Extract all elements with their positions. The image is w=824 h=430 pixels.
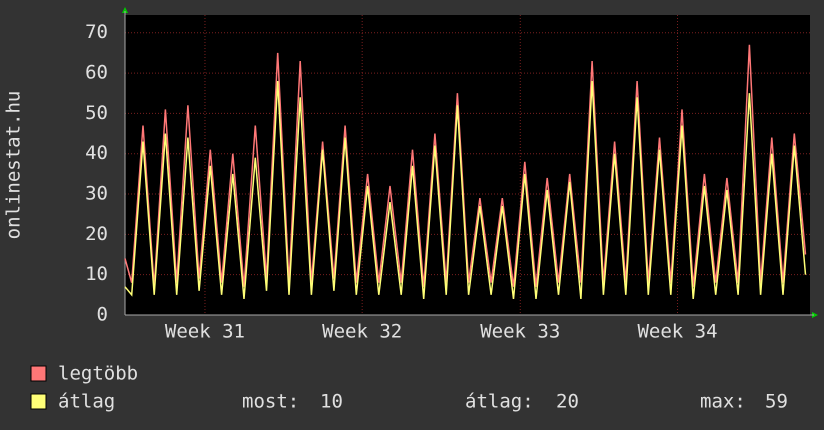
y-tick-label: 70 — [85, 21, 108, 43]
stat-label: átlag: — [465, 391, 534, 413]
legend-swatch — [30, 365, 47, 382]
y-tick-label: 0 — [97, 304, 108, 326]
y-tick-label: 50 — [85, 102, 108, 124]
x-tick-label: Week 32 — [322, 321, 402, 343]
axis-arrow — [812, 312, 818, 318]
stat-value: 20 — [556, 391, 579, 413]
legend-swatch — [30, 393, 47, 410]
stat-value: 59 — [765, 391, 788, 413]
x-tick-label: Week 31 — [165, 321, 245, 343]
axis-arrow — [122, 7, 128, 13]
y-axis-label: onlinestat.hu — [3, 91, 25, 240]
legend-label: legtöbb — [58, 363, 138, 385]
x-tick-label: Week 34 — [637, 321, 717, 343]
y-tick-label: 10 — [85, 263, 108, 285]
stat-value: 10 — [320, 391, 343, 413]
stat-label: most: — [242, 391, 299, 413]
x-tick-label: Week 33 — [480, 321, 560, 343]
y-tick-label: 40 — [85, 142, 108, 164]
stat-label: max: — [700, 391, 746, 413]
y-tick-label: 60 — [85, 62, 108, 84]
legend: legtöbb átlag most: 10 átlag: 20 max: 59 — [30, 363, 788, 413]
y-tick-label: 30 — [85, 183, 108, 205]
lines — [124, 44, 807, 299]
series-line — [124, 81, 807, 299]
legend-label: átlag — [58, 391, 115, 413]
y-tick-label: 20 — [85, 223, 108, 245]
